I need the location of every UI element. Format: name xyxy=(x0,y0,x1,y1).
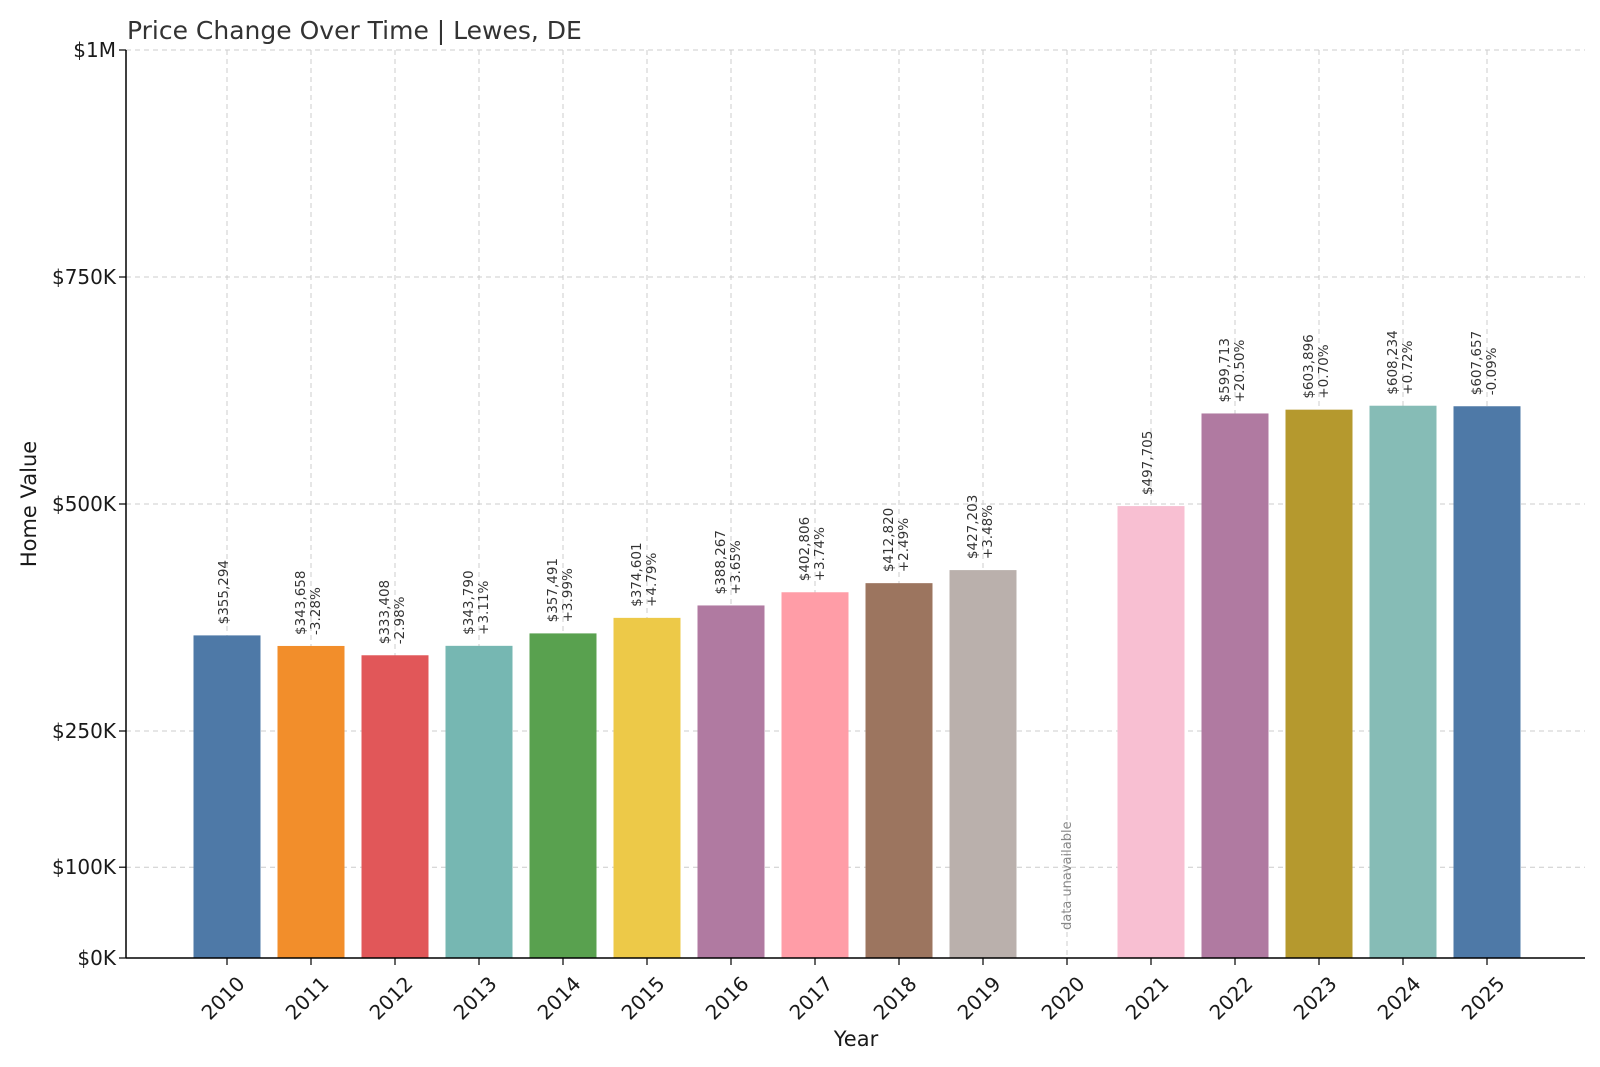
x-tick-label: 2024 xyxy=(1373,972,1426,1025)
bar-change-label: +0.72% xyxy=(1400,340,1416,394)
bar-change-label: +4.79% xyxy=(644,552,660,606)
bar-2025 xyxy=(1453,406,1521,958)
bar-2016 xyxy=(697,605,765,958)
bar-change-label: +3.65% xyxy=(728,540,744,594)
y-tick-label: $1M xyxy=(73,38,116,62)
bar-2014 xyxy=(529,633,597,958)
bar-value-label: $355,294 xyxy=(216,560,232,624)
y-tick-label: $500K xyxy=(52,492,117,516)
chart-title: Price Change Over Time | Lewes, DE xyxy=(127,16,582,45)
bar-change-label: -2.98% xyxy=(392,596,408,644)
bar-value-label: $412,820 xyxy=(881,508,897,572)
bar-value-label: $343,790 xyxy=(461,570,477,634)
bar-2017 xyxy=(781,592,849,958)
bar-value-label: $603,896 xyxy=(1301,334,1317,398)
y-tick-label: $0K xyxy=(77,946,116,970)
bar-change-label: +3.11% xyxy=(476,580,492,634)
bar-layer xyxy=(193,405,1521,959)
x-tick-label: 2020 xyxy=(1037,972,1090,1025)
bar-2023 xyxy=(1285,409,1353,958)
x-tick-label: 2014 xyxy=(533,972,586,1025)
missing-data-label: data unavailable xyxy=(1060,821,1075,930)
bar-2019 xyxy=(949,570,1017,958)
x-tick-label: 2022 xyxy=(1205,972,1258,1025)
bar-2024 xyxy=(1369,405,1437,959)
x-tick-label: 2015 xyxy=(617,972,670,1025)
bar-value-label: $333,408 xyxy=(377,580,393,644)
bar-value-label: $402,806 xyxy=(797,517,813,581)
bar-value-label: $388,267 xyxy=(713,530,729,594)
bar-change-label: +3.74% xyxy=(812,527,828,581)
bar-2012 xyxy=(361,655,429,958)
y-tick-label: $250K xyxy=(52,719,117,743)
x-tick-label: 2023 xyxy=(1289,972,1342,1025)
x-tick-label: 2016 xyxy=(701,972,754,1025)
bar-change-label: +0.70% xyxy=(1316,344,1332,398)
x-tick-label: 2017 xyxy=(785,972,838,1025)
x-tick-label: 2025 xyxy=(1457,972,1510,1025)
bar-label-layer: $355,294 $343,658 -3.28% $333,408 -2.98% $343… xyxy=(216,330,1500,930)
bar-2010 xyxy=(193,635,261,958)
bar-value-label: $607,657 xyxy=(1469,331,1485,395)
bar-2018 xyxy=(865,583,933,958)
bar-value-label: $497,705 xyxy=(1140,431,1156,495)
bar-2022 xyxy=(1201,413,1269,959)
y-tick-label: $750K xyxy=(52,265,117,289)
x-tick-label: 2018 xyxy=(869,972,922,1025)
bar-value-label: $427,203 xyxy=(965,495,981,559)
bar-value-label: $599,713 xyxy=(1217,338,1233,402)
x-tick-label: 2019 xyxy=(953,972,1006,1025)
bar-value-label: $608,234 xyxy=(1385,330,1401,394)
bar-change-label: -0.09% xyxy=(1484,347,1500,395)
x-tick-label: 2010 xyxy=(197,972,250,1025)
x-axis-label: Year xyxy=(833,1027,879,1051)
y-tick-label: $100K xyxy=(52,855,117,879)
bar-2015 xyxy=(613,617,681,958)
bar-2013 xyxy=(445,645,513,958)
y-axis-label: Home Value xyxy=(17,441,41,567)
bar-value-label: $343,658 xyxy=(293,571,309,635)
bar-change-label: +20.50% xyxy=(1232,340,1248,403)
grid-layer xyxy=(126,49,1585,958)
bar-value-label: $357,491 xyxy=(545,558,561,622)
bar-change-label: +2.49% xyxy=(896,518,912,572)
bar-2011 xyxy=(277,645,345,958)
x-tick-label: 2011 xyxy=(281,972,334,1025)
bar-2021 xyxy=(1117,506,1185,958)
x-tick-label: 2013 xyxy=(449,972,502,1025)
bar-change-label: +3.99% xyxy=(560,568,576,622)
bar-change-label: -3.28% xyxy=(308,587,324,635)
bar-value-label: $374,601 xyxy=(629,542,645,606)
x-tick-label: 2021 xyxy=(1121,972,1174,1025)
bar-change-label: +3.48% xyxy=(980,505,996,559)
x-tick-label: 2012 xyxy=(365,972,418,1025)
